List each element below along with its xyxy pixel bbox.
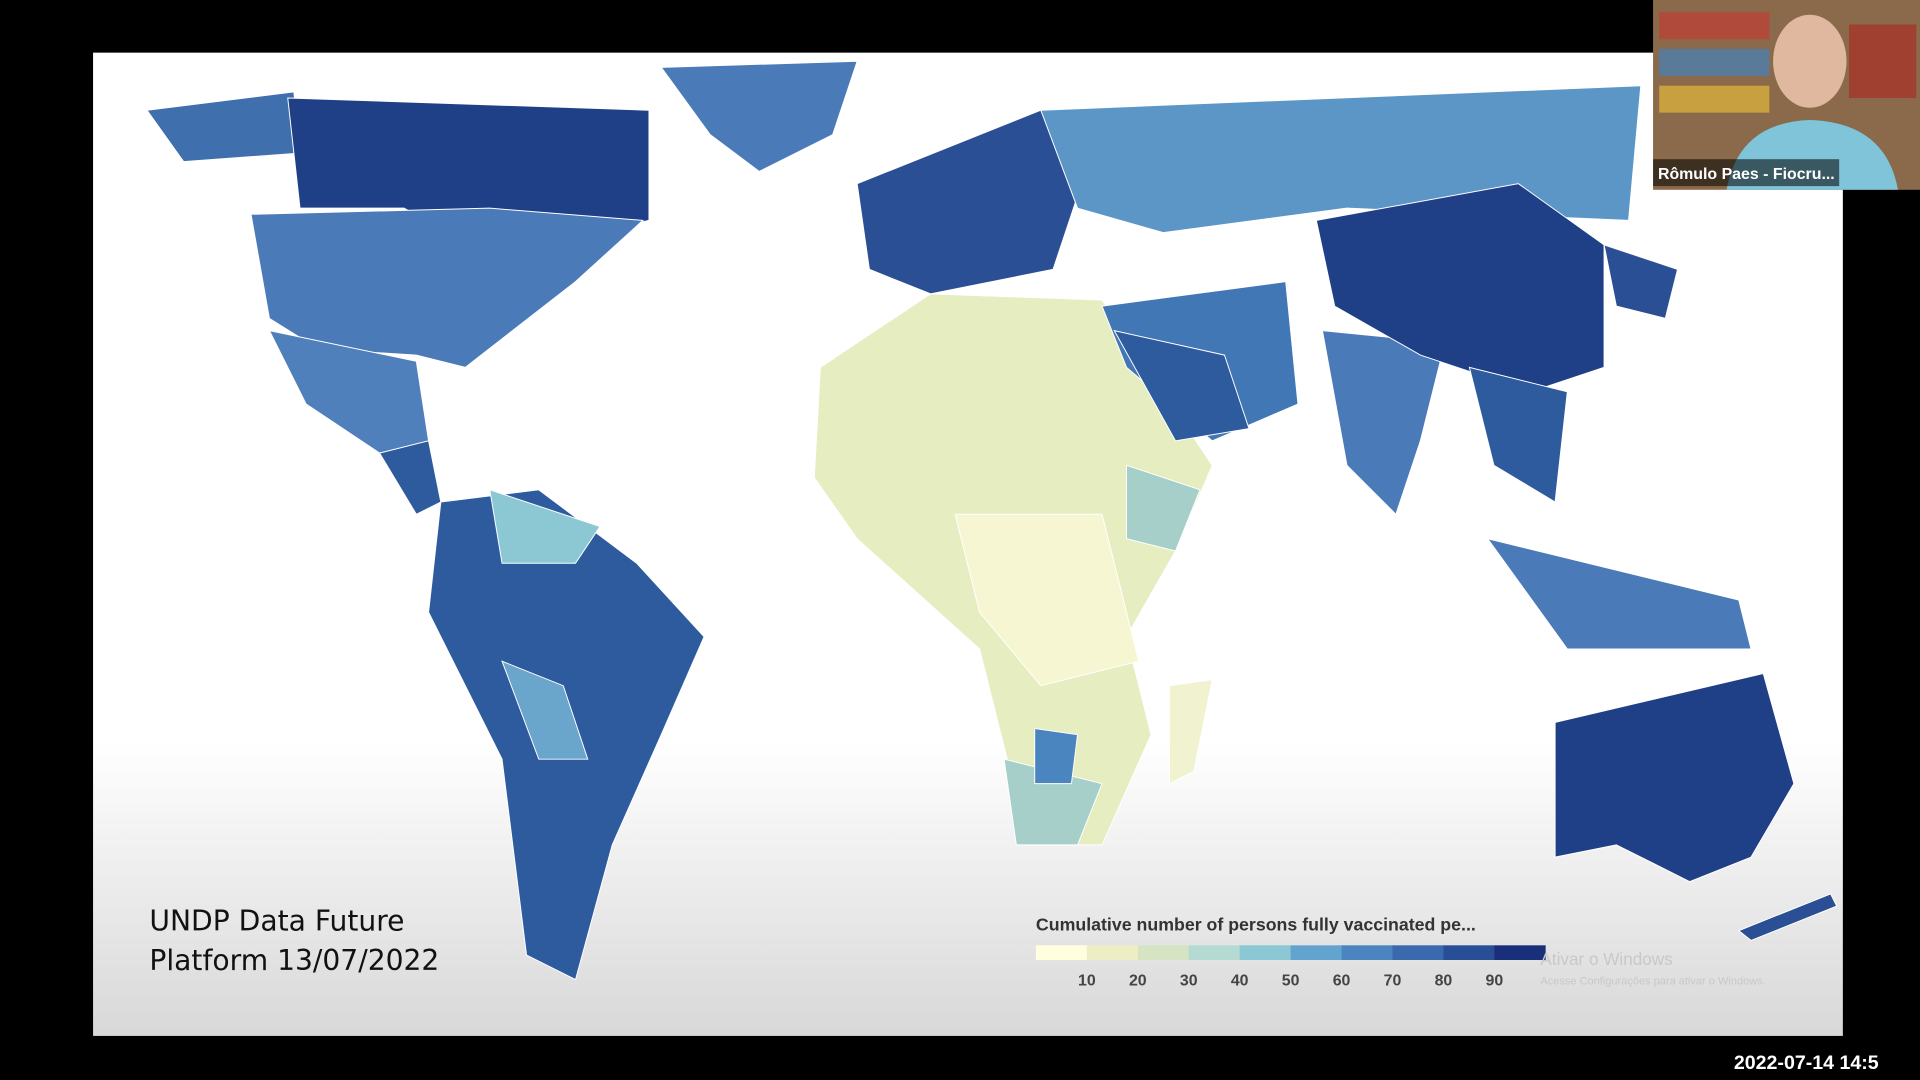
caption: Platform 13/07/2022: [149, 944, 439, 977]
region: [1113, 329, 1250, 442]
bookshelf: [1659, 48, 1770, 76]
region: [1034, 728, 1079, 785]
legend-title: Cumulative number of persons fully vacci…: [1036, 915, 1476, 935]
legend-swatch: [1341, 945, 1393, 960]
legend-tick-label: 70: [1384, 973, 1402, 990]
region: [1737, 893, 1838, 941]
region: [1126, 464, 1201, 552]
region: [1554, 672, 1795, 883]
watermark-subtitle: Acesse Configurações para ativar o Windo…: [1540, 975, 1765, 987]
name-tag: [1653, 159, 1840, 187]
region: [501, 660, 589, 760]
legend-tick-label: 40: [1231, 973, 1249, 990]
legend-swatch: [1494, 945, 1546, 960]
legend-tick-label: 20: [1129, 973, 1147, 990]
legend-tick-label: 10: [1078, 973, 1096, 990]
region: [1486, 537, 1752, 650]
legend: Cumulative number of persons fully vacci…: [1035, 915, 1546, 990]
region: [1168, 679, 1213, 785]
watermark: Ativar o Windows Acesse Configurações pa…: [1540, 949, 1765, 988]
person-head: [1773, 14, 1847, 108]
legend-swatch: [1392, 945, 1444, 960]
bookshelf: [1659, 85, 1770, 113]
caption: UNDP Data Future: [149, 905, 404, 938]
legend-swatch: [1035, 945, 1088, 960]
webcam: Rômulo Paes - Fiocru...: [1653, 0, 1920, 190]
region: [954, 513, 1140, 687]
region: [489, 489, 601, 564]
legend-swatch: [1290, 945, 1342, 960]
timestamp: 2022-07-14 14:5: [1734, 1052, 1879, 1074]
legend-tick-label: 90: [1486, 973, 1504, 990]
bookshelf: [1659, 12, 1770, 40]
slide: UNDP Data Future Platform 13/07/2022 Cum…: [93, 52, 1843, 1036]
region: [1315, 183, 1605, 393]
legend-tick-label: 50: [1282, 973, 1300, 990]
region: [250, 207, 645, 368]
legend-swatch: [1443, 945, 1495, 960]
participant-name: Rômulo Paes - Fiocru...: [1658, 166, 1835, 183]
legend-swatch: [1188, 945, 1241, 960]
legend-tick-label: 60: [1333, 973, 1351, 990]
legend-swatch: [1239, 945, 1291, 960]
watermark-title: Ativar o Windows: [1540, 949, 1672, 969]
world-map: [146, 60, 1838, 981]
legend-tick-label: 80: [1435, 973, 1453, 990]
legend-tick-label: 30: [1180, 973, 1198, 990]
bookshelf: [1848, 24, 1917, 98]
legend-swatch: [1086, 945, 1139, 960]
region: [660, 60, 858, 173]
legend-swatch: [1137, 945, 1190, 960]
region: [1468, 366, 1568, 503]
region: [1603, 244, 1679, 319]
